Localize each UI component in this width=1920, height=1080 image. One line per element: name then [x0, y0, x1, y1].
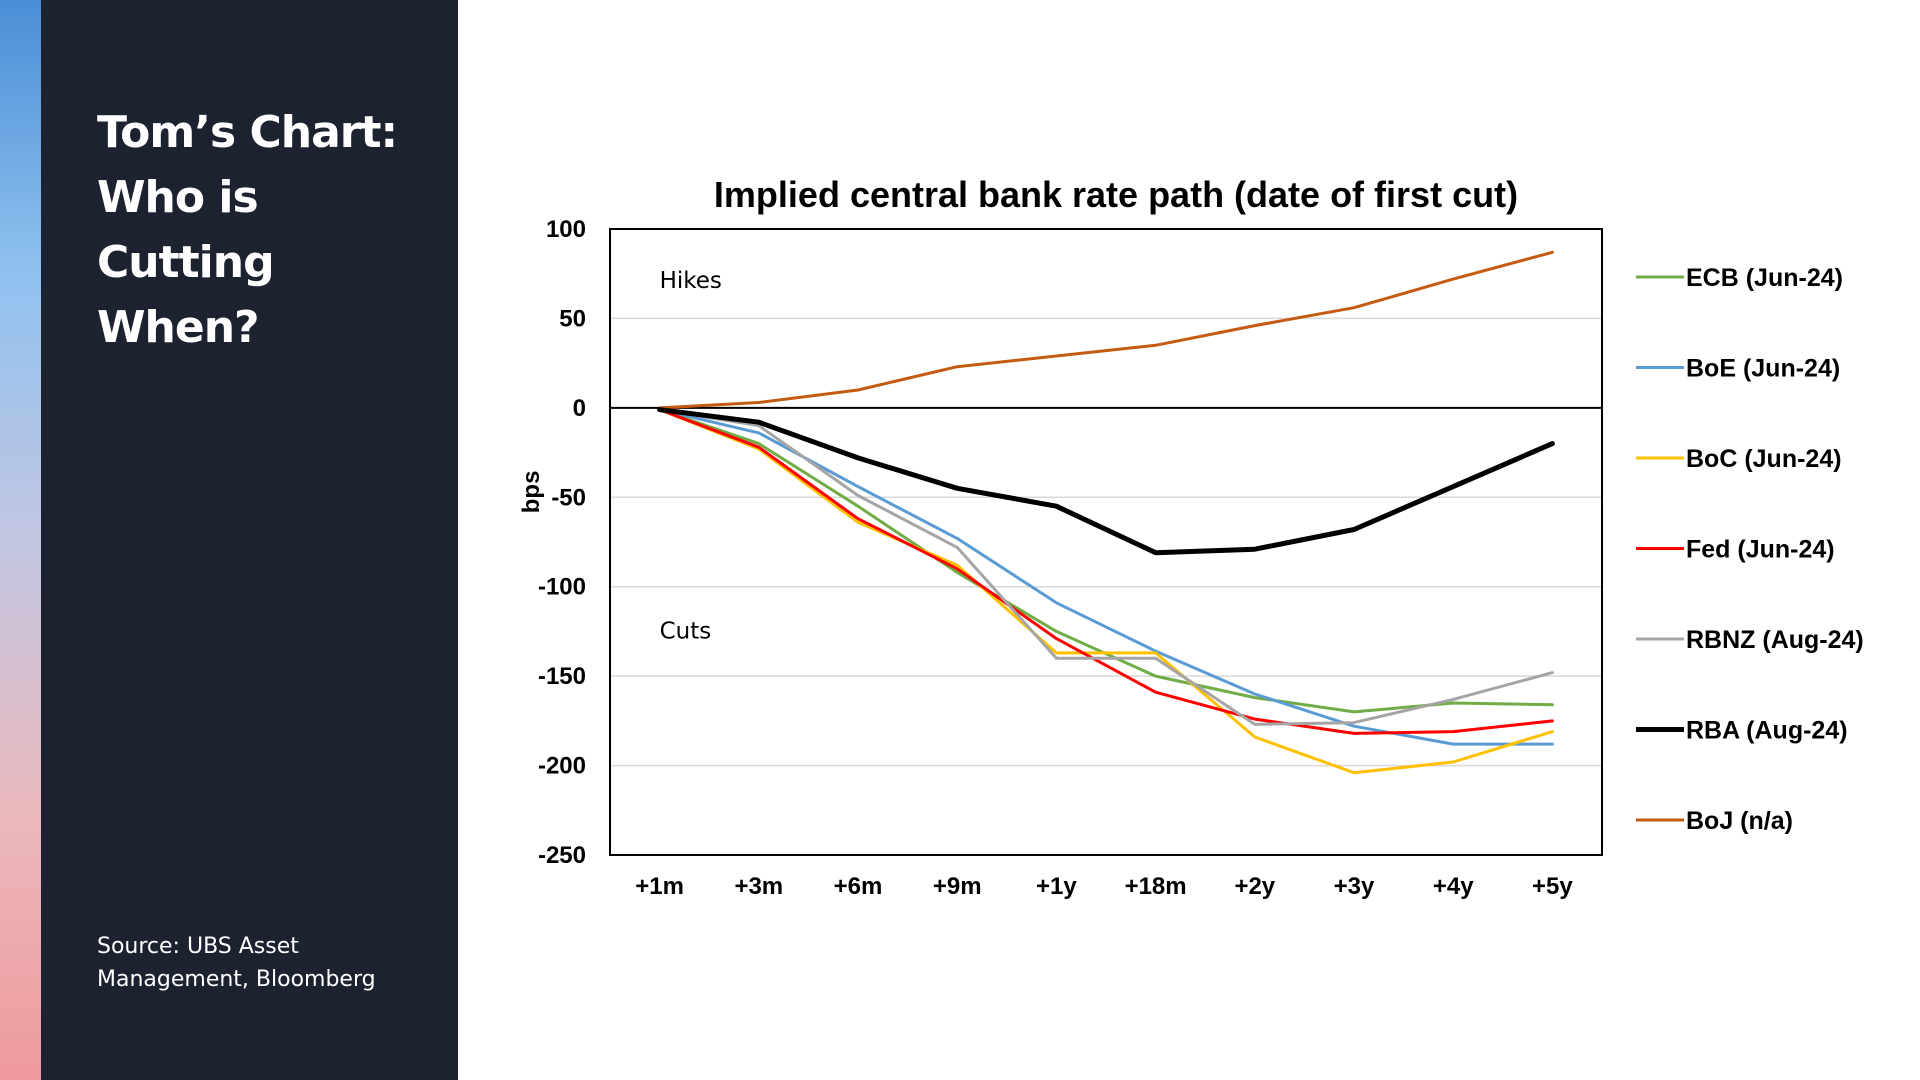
y-tick-label: 50 — [559, 305, 586, 332]
y-tick-label: 100 — [546, 216, 586, 243]
chart-title: Implied central bank rate path (date of … — [714, 174, 1518, 215]
slide-title-line-3: Cutting — [97, 237, 275, 288]
legend-label-boj-n-a: BoJ (n/a) — [1686, 807, 1793, 835]
series-line-boc-jun-24 — [658, 408, 1554, 775]
x-tick-label: +6m — [834, 873, 883, 900]
source-note: Source: UBS Asset Management, Bloomberg — [97, 930, 397, 996]
plot-border — [609, 228, 1603, 856]
series-line-boj-n-a — [658, 250, 1554, 410]
series-line-boe-jun-24 — [658, 408, 1554, 746]
slide-title-line-4: When? — [97, 302, 260, 353]
x-tick-label: +5y — [1532, 873, 1573, 900]
source-line-1: Source: UBS Asset — [97, 934, 299, 959]
legend-label-rbnz-aug-24: RBNZ (Aug-24) — [1686, 626, 1864, 654]
annotation-cuts: Cuts — [660, 619, 712, 645]
y-tick-label: -250 — [538, 842, 586, 869]
legend-label-rba-aug-24: RBA (Aug-24) — [1686, 717, 1848, 745]
legend-label-boe-jun-24: BoE (Jun-24) — [1686, 355, 1840, 383]
slide-title: Tom’s Chart: Who is Cutting When? — [97, 100, 427, 360]
source-line-2: Management, Bloomberg — [97, 967, 376, 992]
y-axis-label: bps — [518, 471, 545, 514]
x-tick-label: +9m — [933, 873, 982, 900]
accent-gradient-bar — [0, 0, 41, 1080]
annotation-hikes: Hikes — [660, 268, 722, 294]
y-tick-label: -50 — [551, 484, 586, 511]
legend-label-fed-jun-24: Fed (Jun-24) — [1686, 536, 1835, 564]
x-tick-label: +18m — [1125, 873, 1187, 900]
chart-area: Implied central bank rate path (date of … — [458, 0, 1920, 1080]
x-tick-label: +1y — [1036, 873, 1077, 900]
x-tick-label: +1m — [635, 873, 684, 900]
series-line-rbnz-aug-24 — [658, 408, 1554, 726]
legend-label-ecb-jun-24: ECB (Jun-24) — [1686, 264, 1843, 292]
line-chart: Implied central bank rate path (date of … — [518, 174, 1864, 900]
y-tick-label: -200 — [538, 753, 586, 780]
legend-label-boc-jun-24: BoC (Jun-24) — [1686, 445, 1842, 473]
x-tick-label: +3y — [1334, 873, 1375, 900]
y-tick-label: -100 — [538, 574, 586, 601]
x-tick-label: +3m — [734, 873, 783, 900]
y-tick-label: -150 — [538, 663, 586, 690]
series-line-rba-aug-24 — [657, 407, 1555, 556]
series-line-fed-jun-24 — [658, 408, 1554, 735]
slide-title-line-1: Tom’s Chart: — [97, 107, 398, 158]
y-tick-label: 0 — [573, 395, 586, 422]
sidebar-panel — [41, 0, 458, 1080]
x-tick-label: +4y — [1433, 873, 1474, 900]
x-tick-label: +2y — [1234, 873, 1275, 900]
slide-title-line-2: Who is — [97, 172, 259, 223]
